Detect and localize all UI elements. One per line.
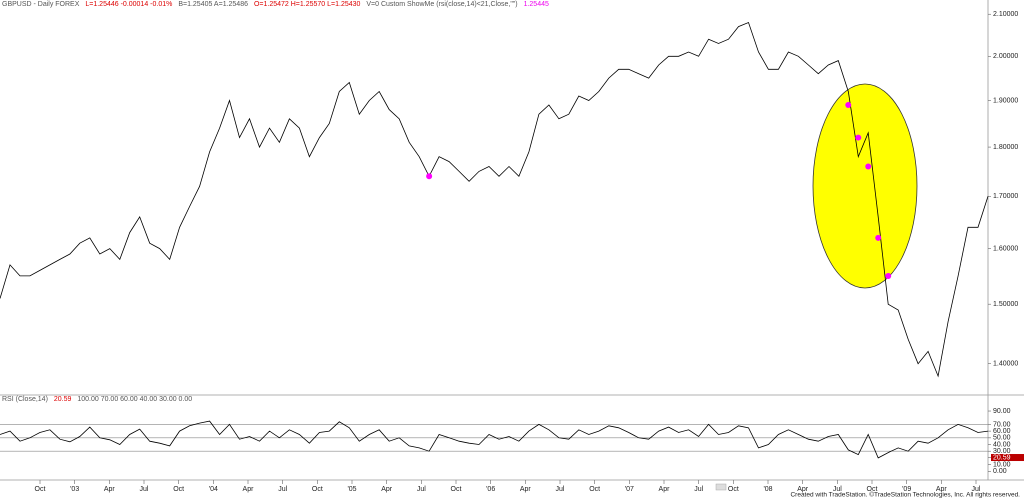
x-tick-label: Jul <box>833 486 842 493</box>
x-tick-label: Apr <box>243 486 255 493</box>
x-tick-label: '07 <box>625 486 634 493</box>
y-tick-label: 50.00 <box>993 435 1011 442</box>
x-tick-label: '06 <box>486 486 495 493</box>
highlight-ellipse <box>812 83 918 289</box>
x-tick-label: Apr <box>936 486 948 493</box>
y-tick-label: 1.70000 <box>993 193 1018 200</box>
x-tick-label: Oct <box>867 486 878 493</box>
y-tick-label: 10.00 <box>993 461 1011 468</box>
x-tick-label: '09 <box>902 486 911 493</box>
y-tick-label: 20.59 <box>993 454 1011 461</box>
study: V=0 Custom ShowMe (rsi(close,14)<21,Clos… <box>366 1 518 8</box>
y-tick-label: 2.00000 <box>993 53 1018 60</box>
x-tick-label: Apr <box>797 486 809 493</box>
signal-dot <box>855 134 862 141</box>
y-tick-label: 70.00 <box>993 421 1011 428</box>
x-tick-label: Jul <box>417 486 426 493</box>
rsi-value: 20.59 <box>53 396 72 403</box>
signal-dot <box>865 163 872 170</box>
series-line <box>0 420 989 459</box>
y-tick-label: 1.80000 <box>993 144 1018 151</box>
x-tick-label: '05 <box>347 486 356 493</box>
x-tick-label: '03 <box>70 486 79 493</box>
series-line <box>0 21 989 378</box>
bid-ask: B=1.25405 A=1.25486 <box>178 1 248 8</box>
x-tick-label: Jul <box>140 486 149 493</box>
signal-dot <box>845 102 852 109</box>
x-tick-label: Oct <box>35 486 46 493</box>
signal-dot <box>426 173 433 180</box>
y-tick-label: 1.60000 <box>993 245 1018 252</box>
x-tick-label: Oct <box>312 486 323 493</box>
price-header: GBPUSD - Daily FOREX L=1.25446 -0.00014 … <box>2 1 553 8</box>
ohl: O=1.25472 H=1.25570 L=1.25430 <box>253 1 361 8</box>
footer: Created with TradeStation. ©TradeStation… <box>790 491 1020 499</box>
last: L=1.25446 -0.00014 -0.01% <box>85 1 173 8</box>
x-tick-label: Jul <box>278 486 287 493</box>
signal-dot <box>875 234 882 241</box>
x-tick-label: Apr <box>520 486 532 493</box>
y-tick-label: 90.00 <box>993 408 1011 415</box>
x-tick-label: Apr <box>381 486 393 493</box>
x-tick-label: Oct <box>451 486 462 493</box>
y-tick-label: 1.40000 <box>993 361 1018 368</box>
rsi-levels: 100.00 70.00 60.00 40.00 30.00 0.00 <box>77 396 193 403</box>
x-tick-label: '04 <box>209 486 218 493</box>
y-tick-label: 0.00 <box>993 468 1007 475</box>
x-tick-label: Apr <box>659 486 671 493</box>
symbol: GBPUSD - Daily FOREX <box>2 1 80 8</box>
y-tick-label: 60.00 <box>993 428 1011 435</box>
study-value: 1.25445 <box>523 1 549 8</box>
y-tick-highlight <box>991 454 1024 462</box>
scroll-thumb[interactable] <box>715 483 727 491</box>
y-tick-label: 1.50000 <box>993 301 1018 308</box>
x-tick-label: Jul <box>694 486 703 493</box>
y-tick-label: 1.90000 <box>993 97 1018 104</box>
x-tick-label: Apr <box>104 486 116 493</box>
x-tick-label: Jul <box>556 486 565 493</box>
x-tick-label: Oct <box>589 486 600 493</box>
x-tick-label: Oct <box>728 486 739 493</box>
x-tick-label: '08 <box>763 486 772 493</box>
y-tick-label: 40.00 <box>993 441 1011 448</box>
y-tick-label: 2.10000 <box>993 11 1018 18</box>
x-tick-label: Oct <box>173 486 184 493</box>
y-tick-label: 30.00 <box>993 448 1011 455</box>
rsi-title: RSI (Close,14) <box>2 396 48 403</box>
x-tick-label: Jul <box>972 486 981 493</box>
rsi-header: RSI (Close,14) 20.59 100.00 70.00 60.00 … <box>2 396 196 403</box>
signal-dot <box>885 272 892 279</box>
